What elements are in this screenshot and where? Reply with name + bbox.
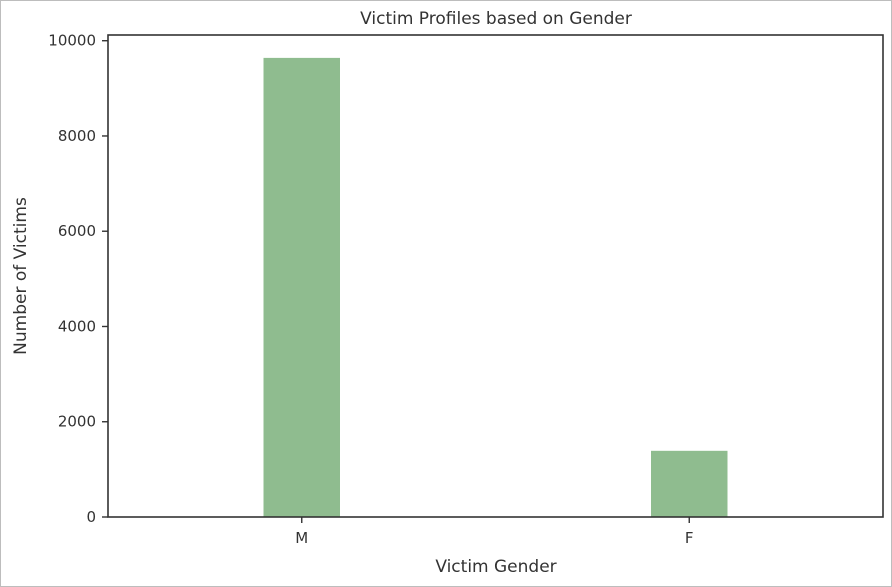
bar-m <box>262 56 341 518</box>
chart-title: Victim Profiles based on Gender <box>360 9 632 29</box>
x-tick-label: F <box>685 529 694 547</box>
x-tick-label: M <box>295 529 308 547</box>
x-axis-label: Victim Gender <box>435 557 556 577</box>
bars-group <box>262 56 729 518</box>
y-tick-label: 0 <box>86 508 96 526</box>
bar-f <box>650 449 729 518</box>
y-tick-label: 6000 <box>58 222 96 240</box>
y-tick-label: 10000 <box>48 32 96 50</box>
y-axis-ticks: 0 2000 4000 6000 8000 10000 <box>48 32 108 526</box>
y-tick-label: 8000 <box>58 127 96 145</box>
y-tick-label: 2000 <box>58 413 96 431</box>
y-tick-label: 4000 <box>58 317 96 335</box>
y-axis-label: Number of Victims <box>11 197 31 355</box>
plot-area-border <box>107 34 884 518</box>
